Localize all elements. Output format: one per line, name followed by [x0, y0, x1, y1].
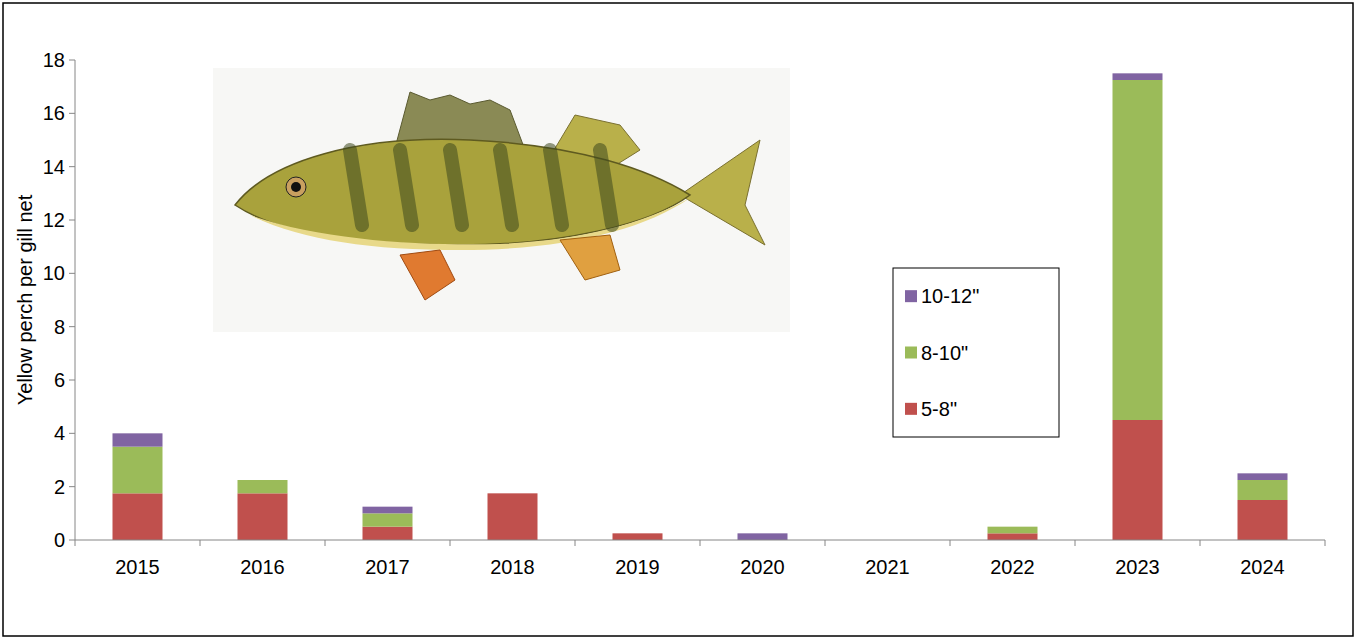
bars: [113, 73, 1288, 540]
bar-segment: [363, 527, 413, 540]
anal-fin: [560, 235, 620, 280]
y-tick-label: 8: [54, 316, 65, 338]
y-tick: [69, 113, 75, 114]
bar-segment: [1113, 80, 1163, 420]
x-tick-label: 2022: [990, 556, 1035, 578]
bar-segment: [488, 493, 538, 494]
y-tick: [69, 273, 75, 274]
x-tick-separator: [700, 540, 701, 546]
legend: 10-12" 8-10" 5-8": [893, 268, 1059, 437]
y-tick-label: 6: [54, 369, 65, 391]
x-tick-label: 2017: [365, 556, 410, 578]
stripe: [350, 150, 362, 225]
bar-segment: [613, 533, 663, 534]
y-tick-label: 16: [43, 102, 65, 124]
x-tick-separator: [575, 540, 576, 546]
bar-segment: [613, 533, 663, 540]
stripe: [500, 150, 512, 225]
y-tick-label: 0: [54, 529, 65, 551]
bar-segment: [488, 493, 538, 540]
stripe: [400, 150, 412, 225]
bar-segment: [238, 480, 288, 481]
eye: [286, 177, 306, 197]
y-tick: [69, 220, 75, 221]
bar-segment: [988, 526, 1038, 527]
y-tick-label: 10: [43, 262, 65, 284]
bar-segment: [113, 447, 163, 494]
bar-segment: [113, 493, 163, 540]
bar-segment: [1113, 73, 1163, 80]
y-tick: [69, 433, 75, 434]
y-axis-title: Yellow perch per gill net: [14, 194, 36, 405]
y-tick: [69, 380, 75, 381]
x-tick-label: 2018: [490, 556, 535, 578]
fish-illustration: [213, 68, 790, 332]
x-tick-separator: [75, 540, 76, 546]
bar-segment: [113, 433, 163, 446]
y-tick-label: 18: [43, 49, 65, 71]
stripe: [600, 150, 612, 225]
y-tick-label: 4: [54, 422, 65, 444]
y-tick-label: 12: [43, 209, 65, 231]
bar-segment: [1238, 473, 1288, 480]
bar-segment: [988, 533, 1038, 540]
y-tick: [69, 326, 75, 327]
x-tick-separator: [325, 540, 326, 546]
y-tick: [69, 60, 75, 61]
y-tick: [69, 540, 75, 541]
tail-fin: [680, 140, 765, 245]
x-tick-separator: [1075, 540, 1076, 546]
x-tick-separator: [200, 540, 201, 546]
bar-segment: [238, 493, 288, 540]
bar-segment: [1238, 500, 1288, 540]
x-tick-label: 2023: [1115, 556, 1160, 578]
y-tick-label: 2: [54, 476, 65, 498]
x-tick-separator: [450, 540, 451, 546]
bar-segment: [1238, 480, 1288, 500]
y-tick-label: 14: [43, 156, 65, 178]
bar-segment: [738, 533, 788, 540]
bar-segment: [613, 533, 663, 534]
y-tick: [69, 166, 75, 167]
legend-label: 5-8": [921, 398, 957, 420]
bar-segment: [238, 480, 288, 493]
stripe: [550, 150, 562, 225]
pelvic-fin: [400, 250, 455, 300]
legend-label: 8-10": [921, 342, 968, 364]
x-tick-label: 2016: [240, 556, 285, 578]
x-tick-separator: [950, 540, 951, 546]
x-tick-separator: [825, 540, 826, 546]
x-tick-label: 2015: [115, 556, 160, 578]
legend-swatch: [905, 290, 917, 302]
picture-ground: [213, 68, 790, 332]
pupil: [291, 182, 301, 192]
legend-box: [893, 268, 1059, 437]
bar-segment: [363, 513, 413, 526]
bar-segment: [988, 527, 1038, 534]
x-tick-label: 2024: [1240, 556, 1285, 578]
legend-swatch: [905, 347, 917, 359]
x-tick-separator: [1325, 540, 1326, 546]
y-tick: [69, 486, 75, 487]
x-tick-label: 2020: [740, 556, 785, 578]
bar-segment: [1113, 420, 1163, 540]
frame: [3, 3, 1353, 636]
belly: [250, 198, 690, 250]
y-axis: [75, 60, 76, 540]
chart: 0 2 4 6 8 10 12 14 16 18 2015 2016 2017 2018 2019 2020 2…: [0, 0, 1356, 639]
x-tick-label: 2021: [865, 556, 910, 578]
x-tick-label: 2019: [615, 556, 660, 578]
legend-label: 10-12": [921, 285, 979, 307]
legend-swatch: [905, 403, 917, 415]
bar-segment: [488, 493, 538, 494]
stripe: [450, 150, 462, 225]
bar-segment: [363, 507, 413, 514]
x-tick-separator: [1200, 540, 1201, 546]
